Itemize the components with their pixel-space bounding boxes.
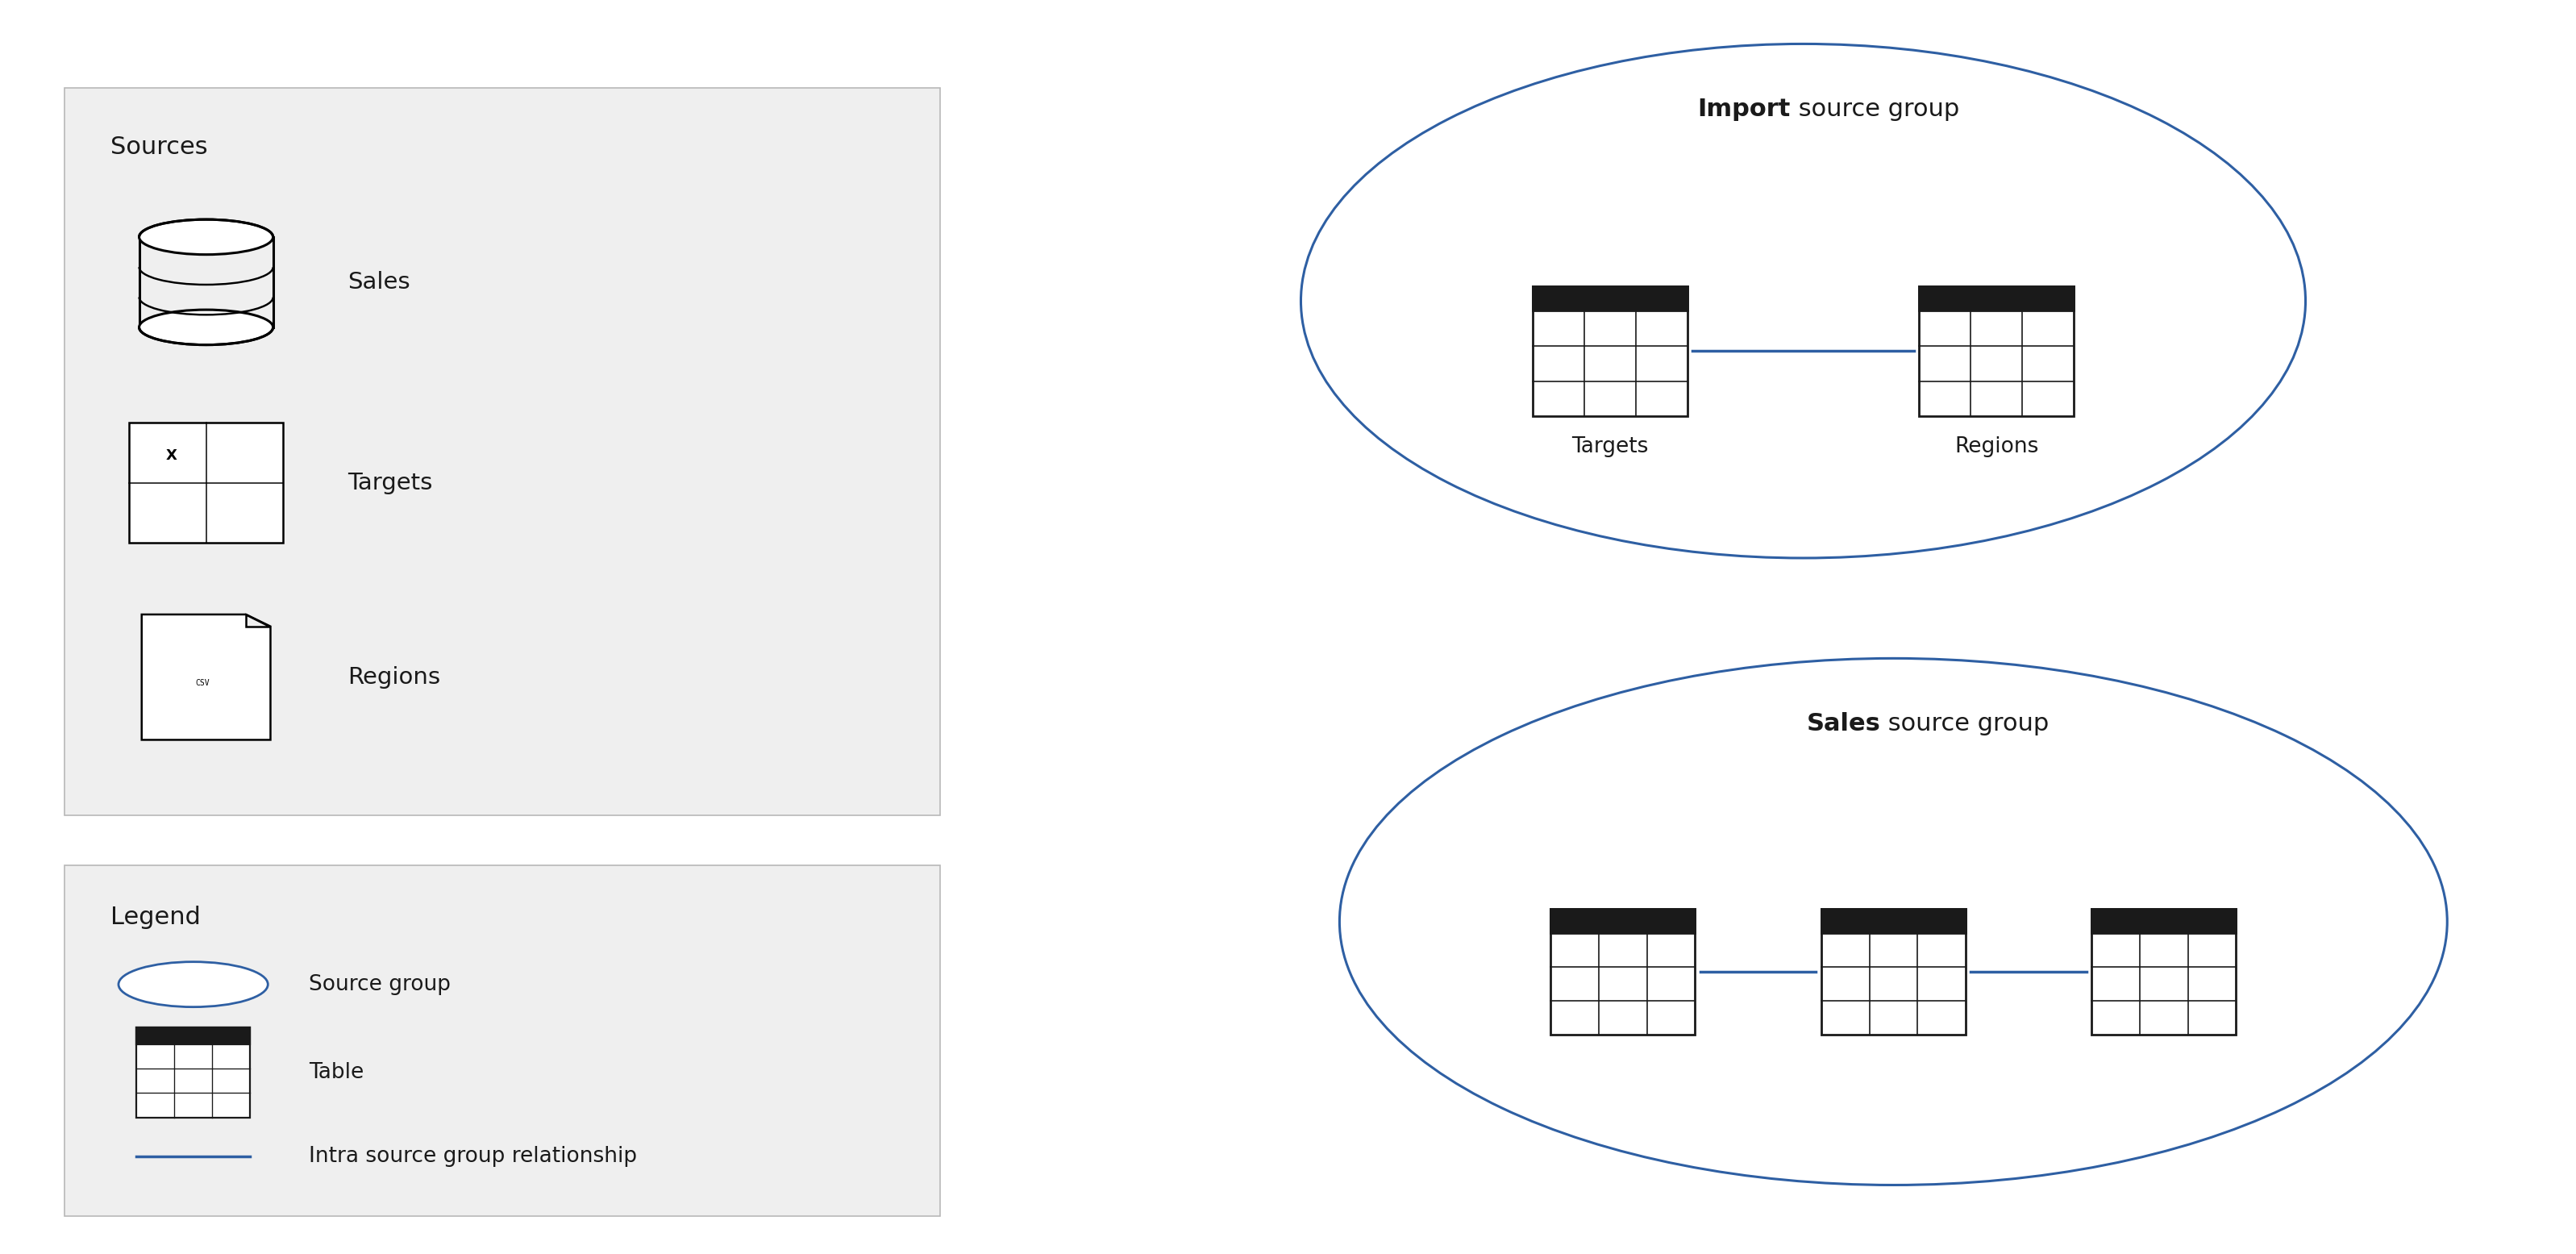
Bar [137, 1027, 250, 1117]
Text: Targets: Targets [348, 472, 433, 494]
Text: Sources: Sources [111, 135, 209, 159]
Text: X: X [165, 449, 178, 463]
Ellipse shape [1340, 658, 2447, 1185]
Ellipse shape [139, 219, 273, 255]
Text: Source group: Source group [309, 974, 451, 994]
Text: Intra source group relationship: Intra source group relationship [309, 1146, 636, 1166]
Text: Sales: Sales [1806, 712, 1880, 735]
Text: Table: Table [309, 1062, 363, 1082]
Polygon shape [142, 614, 270, 740]
Text: Regions: Regions [348, 666, 440, 688]
Ellipse shape [118, 962, 268, 1007]
Bar [1533, 286, 1687, 416]
Bar [129, 423, 283, 543]
Ellipse shape [139, 310, 273, 345]
Polygon shape [245, 614, 270, 626]
Bar [1919, 286, 2074, 311]
Text: Targets: Targets [1571, 436, 1649, 458]
Text: source group: source group [1880, 712, 2048, 735]
Bar [1919, 286, 2074, 416]
Bar [1821, 909, 1965, 1035]
Text: Sales: Sales [348, 271, 410, 293]
Text: Legend: Legend [111, 905, 201, 929]
Ellipse shape [1301, 44, 2306, 558]
Text: Regions: Regions [1955, 436, 2038, 458]
FancyBboxPatch shape [64, 865, 940, 1216]
Bar [1821, 909, 1965, 933]
Bar [1551, 909, 1695, 933]
Bar [2092, 909, 2236, 933]
Bar [1533, 286, 1687, 311]
Text: source group: source group [1790, 98, 1958, 120]
Text: Import: Import [1698, 98, 1790, 120]
Text: CSV: CSV [196, 680, 211, 687]
FancyBboxPatch shape [64, 88, 940, 815]
Bar [2092, 909, 2236, 1035]
Bar [1551, 909, 1695, 1035]
Bar [137, 1027, 250, 1045]
